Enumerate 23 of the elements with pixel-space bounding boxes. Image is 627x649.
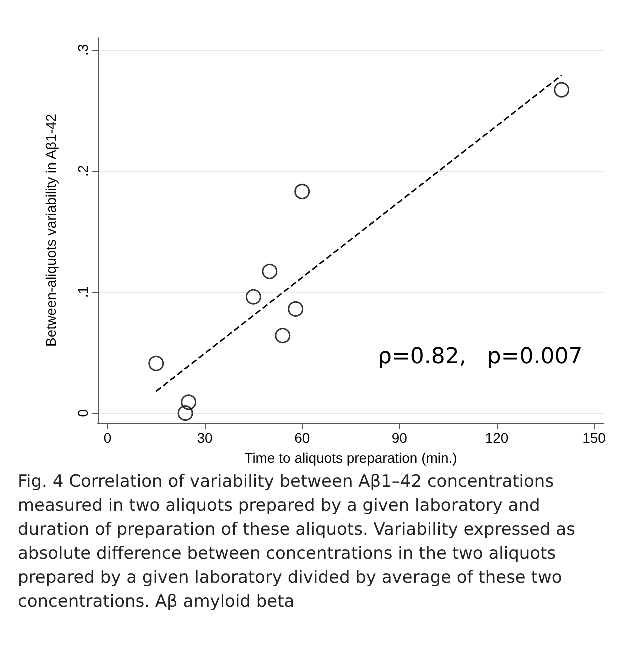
- x-tick-label: 120: [485, 430, 509, 446]
- x-tick-label: 90: [392, 430, 408, 446]
- point: [178, 406, 194, 422]
- point: [148, 356, 164, 372]
- point: [262, 264, 278, 280]
- x-tick-label: 30: [197, 430, 214, 446]
- x-tick-label: 150: [582, 430, 606, 446]
- point: [554, 82, 570, 98]
- point: [246, 289, 262, 305]
- annotation: ρ=0.82, p=0.007: [378, 344, 583, 370]
- point: [275, 328, 291, 344]
- y-tick-label: .2: [75, 165, 91, 178]
- x-tick-label: 0: [104, 430, 112, 446]
- x-tick-label: 60: [294, 430, 310, 446]
- x-axis-title: Time to aliquots preparation (min.): [244, 450, 458, 466]
- point: [288, 301, 304, 317]
- point: [181, 394, 197, 410]
- y-tick-label: .3: [75, 44, 91, 56]
- caption: Fig. 4 Correlation of variability between Aβ1–42 concentrations measured in two aliquots prepared by a given laboratory and duration of preparation of these aliquots. Variability expressed as absolute difference between concentrations in the two aliquots prepared by a given laboratory divided by average of these two concentrations. Aβ amyloid beta: [18, 472, 581, 612]
- y-tick-label: 0: [75, 409, 91, 418]
- y-tick-label: .1: [75, 286, 91, 298]
- y-axis-title: Between-aliquots variability in Aβ1-42: [43, 114, 59, 347]
- point: [294, 184, 310, 200]
